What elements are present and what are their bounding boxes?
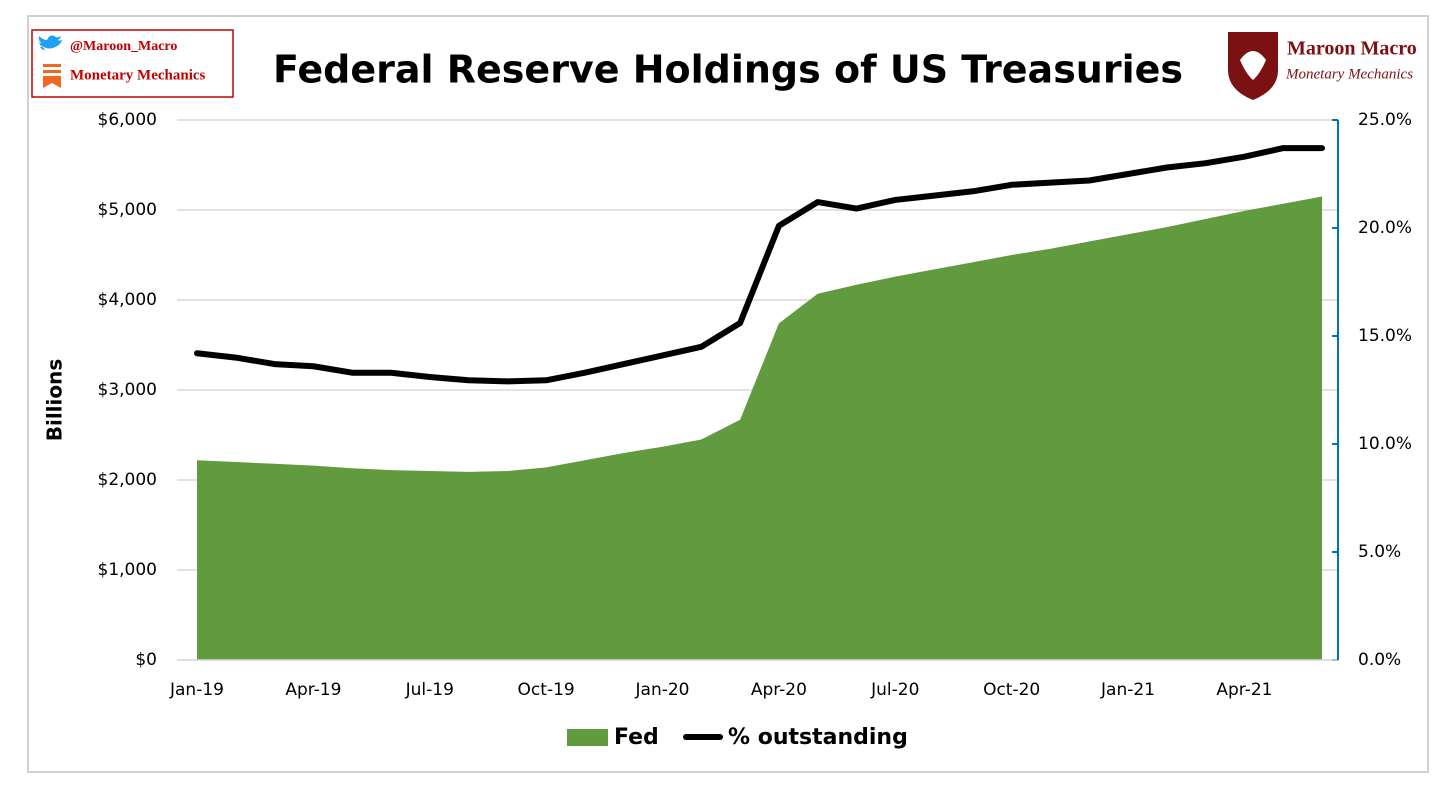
x-tick-label: Apr-20: [751, 680, 807, 700]
x-tick-label: Apr-21: [1216, 680, 1272, 700]
newsletter-name: Monetary Mechanics: [70, 67, 206, 83]
newsletter-icon: [43, 64, 61, 88]
y2-tick-label: 0.0%: [1358, 650, 1401, 670]
y-tick-label: $0: [135, 650, 157, 670]
y2-tick-label: 20.0%: [1358, 218, 1412, 238]
chart-title: Federal Reserve Holdings of US Treasurie…: [273, 48, 1183, 92]
twitter-handle: @Maroon_Macro: [70, 39, 177, 54]
brand-box: [31, 29, 234, 98]
twitter-icon: [38, 35, 62, 50]
y-tick-label: $3,000: [98, 380, 157, 400]
area: [197, 196, 1322, 660]
x-tick-label: Oct-19: [518, 680, 575, 700]
x-tick-label: Jul-20: [870, 680, 919, 700]
x-tick-label: Jan-20: [635, 680, 690, 700]
y-tick-label: $4,000: [98, 290, 157, 310]
y-tick-label: $5,000: [98, 200, 157, 220]
x-tick-label: Apr-19: [285, 680, 341, 700]
legend-swatch: [567, 729, 608, 746]
y-tick-label: $2,000: [98, 470, 157, 490]
logo-subtitle: Monetary Mechanics: [1285, 66, 1413, 82]
legend-label: Fed: [614, 725, 659, 750]
y-axis-title: Billions: [43, 359, 67, 442]
legend-label: % outstanding: [728, 725, 908, 750]
y2-tick-label: 5.0%: [1358, 542, 1401, 562]
x-tick-label: Jan-19: [169, 680, 224, 700]
y2-tick-label: 15.0%: [1358, 326, 1412, 346]
chart-border: [27, 15, 1429, 773]
x-tick-label: Jul-19: [405, 680, 454, 700]
x-tick-label: Jan-21: [1100, 680, 1155, 700]
x-tick-label: Oct-20: [983, 680, 1040, 700]
y-tick-label: $1,000: [98, 560, 157, 580]
logo-bird: [1240, 51, 1266, 80]
logo-title: Maroon Macro: [1287, 38, 1417, 60]
y2-tick-label: 10.0%: [1358, 434, 1412, 454]
line: [194, 145, 1325, 385]
y2-tick-label: 25.0%: [1358, 110, 1412, 130]
y-tick-label: $6,000: [98, 110, 157, 130]
